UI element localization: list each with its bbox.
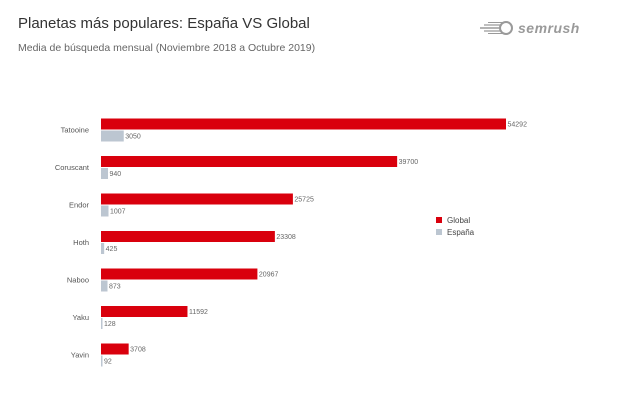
category-label-naboo: Naboo [67, 276, 89, 285]
value-label-espana-yaku: 128 [104, 321, 116, 328]
bar-global-coruscant [101, 156, 398, 167]
bar-global-yavin [101, 343, 129, 355]
value-label-global-endor: 25725 [294, 197, 314, 204]
semrush-fireball-icon [480, 21, 513, 35]
value-label-global-hoth: 23308 [276, 234, 296, 241]
brand-name: semrush [518, 20, 580, 36]
bar-espana-endor [101, 205, 109, 217]
category-label-yaku: Yaku [72, 313, 89, 322]
value-label-espana-naboo: 873 [109, 284, 121, 291]
bar-espana-hoth [101, 243, 105, 254]
bar-global-tatooine [101, 118, 506, 130]
category-label-tatooine: Tatooine [61, 126, 89, 135]
bar-global-hoth [101, 231, 275, 242]
category-label-hoth: Hoth [73, 238, 89, 247]
category-label-coruscant: Coruscant [55, 163, 90, 172]
legend-swatch-espana [436, 229, 442, 235]
value-label-espana-hoth: 425 [106, 246, 118, 253]
bar-global-endor [101, 193, 293, 205]
bar-global-naboo [101, 268, 258, 280]
value-label-global-yaku: 11592 [189, 309, 208, 316]
brand-logo: semrush [478, 20, 580, 36]
value-label-espana-tatooine: 3050 [125, 134, 141, 141]
value-label-espana-yavin: 92 [104, 359, 112, 366]
legend-label-espana: España [447, 228, 475, 237]
value-label-global-coruscant: 39700 [399, 159, 419, 166]
bar-espana-coruscant [101, 168, 109, 179]
legend-label-global: Global [447, 216, 470, 225]
bar-espana-yaku [101, 318, 103, 329]
value-label-espana-endor: 1007 [110, 209, 126, 216]
value-label-global-yavin: 3708 [130, 347, 146, 354]
chart-subtitle: Media de búsqueda mensual (Noviembre 201… [18, 42, 316, 54]
bar-espana-tatooine [101, 130, 124, 142]
bar-global-yaku [101, 306, 188, 317]
chart-title: Planetas más populares: España VS Global [18, 15, 310, 32]
legend-swatch-global [436, 217, 442, 223]
category-label-yavin: Yavin [71, 351, 89, 360]
bar-espana-yavin [101, 355, 103, 367]
value-label-global-tatooine: 54292 [508, 122, 528, 129]
value-label-espana-coruscant: 940 [110, 171, 122, 178]
value-label-global-naboo: 20967 [259, 272, 279, 279]
bar-espana-naboo [101, 280, 108, 292]
category-label-endor: Endor [69, 201, 90, 210]
